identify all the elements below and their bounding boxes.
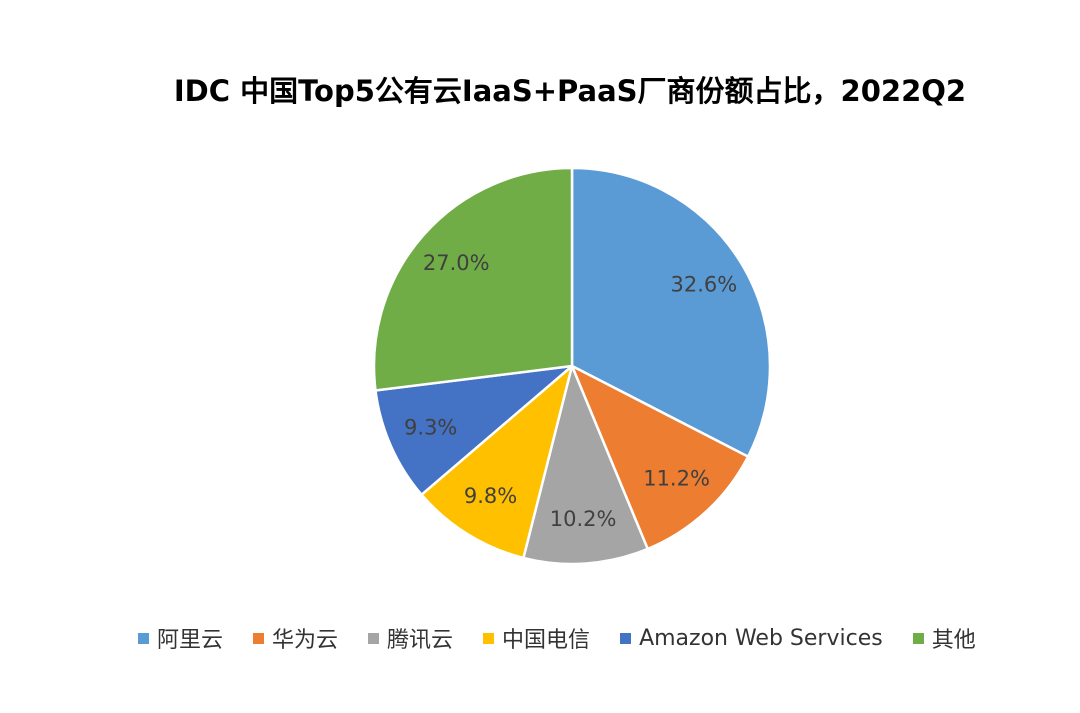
pie-slice: [570, 364, 750, 551]
pie-slices: [372, 166, 772, 566]
legend-item: 中国电信: [483, 622, 590, 654]
legend-label: 华为云: [272, 628, 339, 653]
legend-swatch: [138, 632, 149, 644]
pie-data-label: 10.2%: [550, 507, 617, 531]
legend-swatch: [368, 632, 380, 644]
legend-label: 中国电信: [502, 628, 591, 653]
legend-item: 阿里云: [138, 622, 223, 654]
pie-data-labels: 32.6% 11.2% 10.2% 9.8% 9.3% 27.0%: [404, 251, 737, 531]
pie-slice: [420, 364, 574, 560]
legend-item: 腾讯云: [368, 622, 453, 654]
legend-label: 腾讯云: [387, 628, 454, 653]
legend-label: 其他: [931, 628, 976, 653]
legend-swatch: [483, 632, 495, 644]
legend-item: Amazon Web Services: [620, 626, 883, 651]
chart-title: IDC 中国Top5公有云IaaS+PaaS厂商份额占比，2022Q2: [173, 74, 967, 108]
pie-slice: [372, 166, 574, 392]
legend-label: Amazon Web Services: [639, 625, 883, 651]
legend-swatch: [253, 632, 265, 644]
pie-slice: [374, 364, 574, 496]
pie-data-label: 27.0%: [423, 251, 490, 275]
pie-slice: [522, 364, 649, 566]
legend-swatch: [912, 632, 924, 644]
legend-swatch: [620, 632, 632, 644]
pie-data-label: 11.2%: [643, 467, 710, 491]
chart-legend: 阿里云 华为云 腾讯云 中国电信 Amazon Web Services 其他: [138, 622, 976, 654]
pie-data-label: 9.8%: [464, 484, 517, 508]
pie-data-label: 32.6%: [670, 273, 737, 297]
legend-label: 阿里云: [157, 628, 224, 653]
legend-item: 其他: [912, 622, 976, 654]
pie-slice: [570, 166, 772, 458]
pie-data-label: 9.3%: [404, 415, 457, 439]
legend-item: 华为云: [253, 622, 338, 654]
